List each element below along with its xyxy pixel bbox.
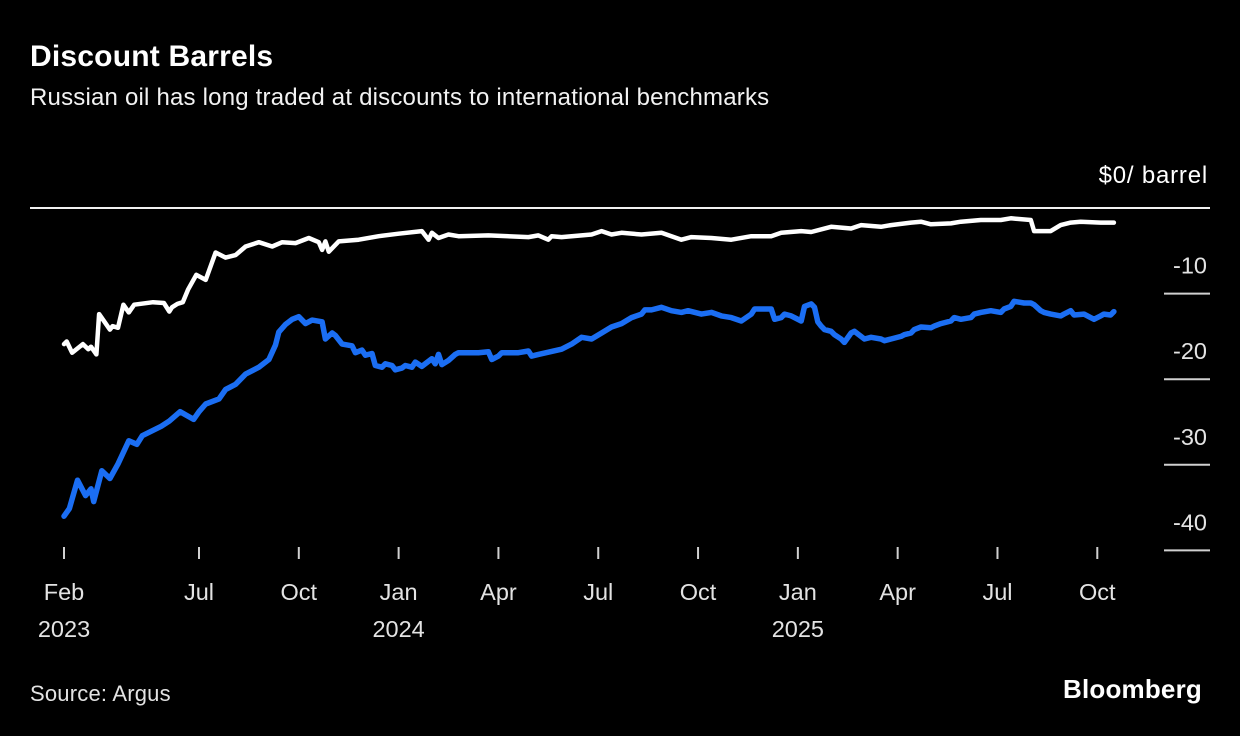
y-axis-unit-label: $0/ barrel (1098, 162, 1208, 189)
x-tick-month-label: Apr (879, 579, 916, 605)
y-tick-label: -20 (1173, 338, 1207, 364)
x-tick-month-label: Oct (1079, 579, 1116, 605)
x-tick-month-label: Oct (680, 579, 717, 605)
x-tick-month-label: Feb (44, 579, 85, 605)
y-tick-label: -30 (1173, 424, 1207, 450)
white-series-line (61, 216, 1117, 357)
x-tick-month-label: Jul (583, 579, 613, 605)
y-tick-label: -10 (1173, 253, 1207, 279)
chart-subtitle: Russian oil has long traded at discounts… (30, 84, 770, 111)
chart-title: Discount Barrels (30, 40, 274, 73)
x-tick-month-label: Jan (779, 579, 817, 605)
blue-series-line (61, 298, 1117, 519)
x-tick-year-label: 2025 (772, 616, 824, 642)
x-tick-month-label: Apr (480, 579, 517, 605)
x-tick-month-label: Jul (184, 579, 214, 605)
y-tick-label: -40 (1173, 509, 1207, 535)
x-tick-month-label: Oct (281, 579, 318, 605)
source-credit: Source: Argus (30, 681, 171, 706)
x-tick-month-label: Jul (982, 579, 1012, 605)
x-tick-year-label: 2024 (372, 616, 424, 642)
bloomberg-logo: Bloomberg (1062, 674, 1202, 704)
x-tick-year-label: 2023 (38, 616, 90, 642)
x-tick-month-label: Jan (380, 579, 418, 605)
